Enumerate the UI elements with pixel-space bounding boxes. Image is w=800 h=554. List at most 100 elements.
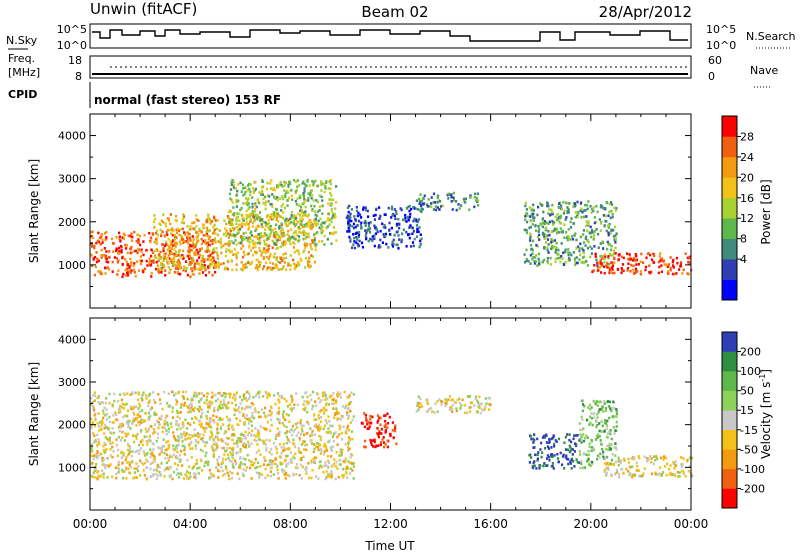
data-cell	[270, 230, 273, 234]
data-cell	[136, 432, 139, 436]
data-cell	[153, 460, 156, 463]
data-cell	[147, 411, 150, 415]
data-cell	[126, 263, 129, 266]
data-cell	[241, 223, 244, 226]
data-cell	[117, 463, 120, 467]
data-cell	[244, 262, 247, 266]
data-cell	[241, 268, 244, 272]
data-cell	[281, 259, 284, 263]
data-cell	[100, 256, 103, 259]
data-cell	[412, 219, 415, 223]
colorbar-tick-label: 16	[740, 192, 754, 205]
data-cell	[208, 229, 211, 232]
data-cell	[142, 469, 145, 472]
velocity-colorbar-label-end: ]	[759, 369, 773, 374]
data-cell	[120, 250, 123, 254]
data-cell	[660, 264, 663, 267]
data-cell	[178, 249, 181, 252]
data-cell	[254, 187, 257, 191]
data-cell	[205, 399, 208, 402]
data-cell	[160, 271, 163, 274]
data-cell	[310, 442, 313, 445]
data-cell	[548, 208, 551, 211]
data-cell	[285, 473, 288, 477]
data-cell	[210, 403, 213, 406]
data-cell	[568, 438, 571, 442]
data-cell	[531, 257, 534, 261]
data-cell	[300, 424, 303, 427]
y-tick-label: 4000	[58, 333, 86, 346]
data-cell	[369, 438, 372, 442]
data-cell	[565, 216, 568, 219]
data-cell	[460, 404, 463, 407]
data-cell	[244, 443, 247, 446]
data-cell	[147, 429, 150, 433]
data-cell	[214, 393, 217, 397]
data-cell	[157, 421, 160, 424]
data-cell	[228, 395, 231, 399]
data-cell	[225, 430, 228, 434]
data-cell	[175, 447, 178, 450]
data-cell	[650, 457, 653, 460]
data-cell	[285, 464, 288, 468]
data-cell	[247, 236, 251, 240]
data-cell	[145, 435, 148, 439]
data-cell	[464, 197, 467, 201]
data-cell	[586, 459, 589, 463]
data-cell	[567, 211, 570, 214]
data-cell	[183, 401, 186, 405]
data-cell	[458, 397, 461, 401]
data-cell	[229, 229, 232, 233]
data-cell	[286, 430, 289, 433]
data-cell	[405, 245, 408, 248]
data-cell	[165, 240, 168, 244]
data-cell	[179, 458, 182, 461]
data-cell	[172, 431, 175, 434]
data-cell	[356, 238, 359, 241]
data-cell	[141, 443, 144, 447]
data-cell	[165, 230, 168, 234]
data-cell	[605, 220, 608, 223]
data-cell	[208, 249, 211, 253]
data-cell	[177, 391, 180, 395]
data-cell	[302, 433, 306, 437]
data-cell	[131, 450, 134, 453]
data-cell	[612, 400, 615, 404]
data-cell	[112, 431, 115, 435]
data-cell	[264, 251, 267, 255]
data-cell	[125, 466, 128, 470]
data-cell	[572, 222, 575, 225]
data-cell	[548, 233, 551, 237]
data-cell	[224, 449, 227, 453]
data-cell	[576, 460, 579, 464]
data-cell	[295, 473, 298, 476]
data-cell	[328, 420, 331, 423]
data-cell	[613, 415, 616, 418]
data-cell	[239, 450, 242, 453]
data-cell	[167, 392, 170, 395]
data-cell	[606, 266, 609, 269]
data-cell	[575, 238, 578, 242]
data-cell	[595, 228, 598, 231]
data-cell	[188, 477, 191, 481]
data-cell	[333, 458, 336, 461]
data-cell	[228, 242, 231, 246]
data-cell	[479, 411, 482, 415]
data-cell	[121, 275, 124, 279]
data-cell	[294, 224, 297, 228]
data-cell	[121, 236, 124, 239]
data-cell	[551, 203, 554, 207]
data-cell	[632, 272, 635, 275]
data-cell	[477, 204, 480, 207]
data-cell	[115, 443, 119, 447]
data-cell	[258, 216, 261, 219]
data-cell	[160, 462, 163, 465]
data-cell	[152, 220, 156, 224]
data-cell	[578, 422, 581, 425]
data-cell	[416, 220, 420, 224]
data-cell	[166, 233, 169, 236]
data-cell	[142, 450, 145, 453]
data-cell	[97, 424, 100, 428]
data-cell	[337, 393, 340, 396]
data-cell	[348, 215, 351, 218]
